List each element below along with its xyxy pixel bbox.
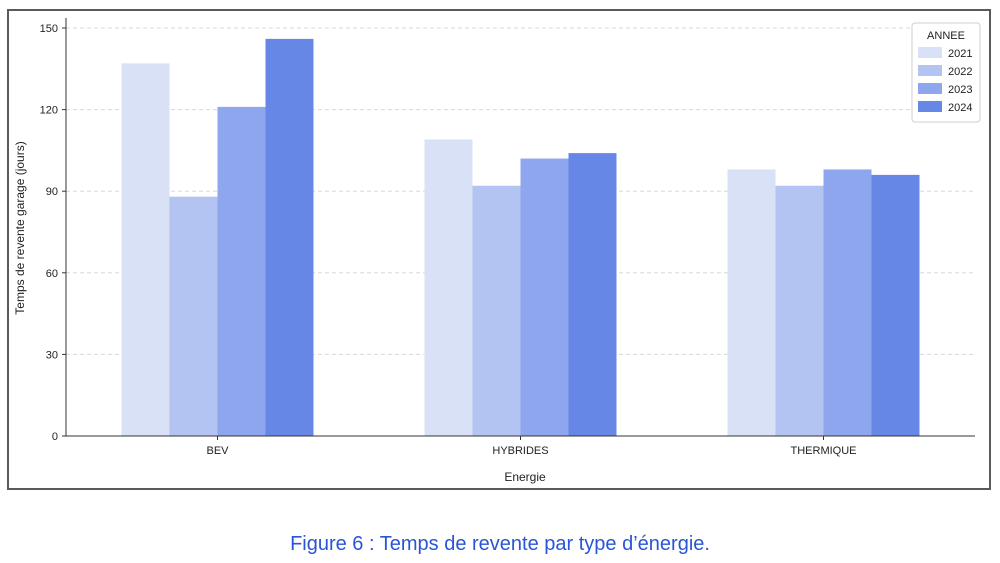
y-tick-label: 60 xyxy=(46,268,58,280)
legend-title: ANNEE xyxy=(927,30,965,42)
bar-thermique-2023 xyxy=(823,169,872,436)
y-tick-label: 90 xyxy=(46,186,58,198)
legend-swatch-2023 xyxy=(918,83,942,94)
legend-label-2023: 2023 xyxy=(948,84,972,96)
bar-thermique-2021 xyxy=(727,169,776,436)
x-tick-label: HYBRIDES xyxy=(492,445,548,457)
y-tick-label: 30 xyxy=(46,349,58,361)
bar-bev-2021 xyxy=(121,63,170,437)
legend-swatch-2021 xyxy=(918,47,942,58)
bar-thermique-2024 xyxy=(871,174,920,436)
figure-caption: Figure 6 : Temps de revente par type d’é… xyxy=(290,533,710,555)
bar-hybrides-2024 xyxy=(568,153,617,436)
x-axis-label: Energie xyxy=(504,470,546,484)
legend: ANNEE 2021 2022 2023 2024 xyxy=(911,22,981,123)
x-tick-label: THERMIQUE xyxy=(791,445,857,457)
bar-bev-2022 xyxy=(169,196,218,436)
bar-bev-2024 xyxy=(265,38,314,436)
bar-bev-2023 xyxy=(217,106,266,436)
bar-hybrides-2021 xyxy=(424,139,473,436)
x-tick-label: BEV xyxy=(206,445,229,457)
legend-swatch-2022 xyxy=(918,65,942,76)
y-tick-label: 0 xyxy=(52,431,58,443)
axes: 0 30 60 90 120 150 BEV HYBRIDES THERMIQUE xyxy=(40,18,975,457)
bar-thermique-2022 xyxy=(775,185,824,436)
bar-hybrides-2022 xyxy=(472,185,521,436)
legend-label-2021: 2021 xyxy=(948,48,972,60)
bar-hybrides-2023 xyxy=(520,158,569,436)
legend-label-2024: 2024 xyxy=(948,102,972,114)
y-tick-label: 120 xyxy=(40,105,58,117)
y-axis-label: Temps de revente garage (jours) xyxy=(13,141,27,314)
y-tick-label: 150 xyxy=(40,23,58,35)
legend-swatch-2024 xyxy=(918,101,942,112)
bars xyxy=(121,38,920,437)
legend-label-2022: 2022 xyxy=(948,66,972,78)
